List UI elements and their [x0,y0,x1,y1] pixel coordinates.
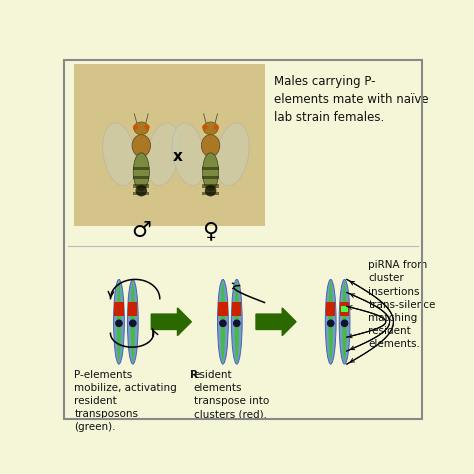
Ellipse shape [325,279,336,364]
Bar [232,302,241,316]
Ellipse shape [136,185,147,196]
Ellipse shape [328,282,333,362]
Ellipse shape [130,282,135,362]
Text: esident
elements
transpose into
clusters (red).: esident elements transpose into clusters… [194,370,269,419]
Ellipse shape [114,279,124,364]
Ellipse shape [128,279,138,364]
Ellipse shape [202,153,219,191]
Ellipse shape [342,282,347,362]
Ellipse shape [133,125,138,130]
Ellipse shape [341,319,348,327]
Bar [341,306,347,312]
Bar [219,302,228,316]
Ellipse shape [103,123,136,186]
Bar [133,176,149,179]
Polygon shape [151,308,191,336]
Ellipse shape [218,279,228,364]
Ellipse shape [134,122,149,135]
Text: x: x [173,149,182,164]
Ellipse shape [133,153,149,191]
Text: P-elements
mobilize, activating
resident
transposons
(green).: P-elements mobilize, activating resident… [74,370,177,432]
Bar [133,184,149,188]
Ellipse shape [205,185,216,196]
Ellipse shape [220,282,225,362]
Ellipse shape [203,122,218,135]
Text: piRNA from
cluster
insertions
trans-silence
matching
resident
elements.: piRNA from cluster insertions trans-sile… [368,260,436,349]
Bar [326,302,335,316]
Bar [202,176,219,179]
Ellipse shape [201,135,220,156]
Ellipse shape [231,279,242,364]
Ellipse shape [216,123,249,186]
Ellipse shape [214,125,219,130]
Text: ♀: ♀ [202,221,219,241]
Ellipse shape [172,123,205,186]
Bar [114,302,124,316]
Ellipse shape [117,282,121,362]
Ellipse shape [235,282,239,362]
Text: ♂: ♂ [131,221,151,241]
Polygon shape [256,308,296,336]
Text: Males carrying P-
elements mate with naïve
lab strain females.: Males carrying P- elements mate with naï… [274,75,429,124]
Bar [202,192,219,195]
Bar [128,302,137,316]
Ellipse shape [202,125,208,130]
Bar [202,167,219,171]
Ellipse shape [129,319,137,327]
Ellipse shape [219,319,227,327]
Ellipse shape [327,319,335,327]
Ellipse shape [115,319,123,327]
Text: R: R [190,370,198,380]
Bar [133,192,149,195]
Ellipse shape [145,125,150,130]
Ellipse shape [339,279,350,364]
Ellipse shape [233,319,241,327]
Bar [74,64,265,226]
Bar [202,184,219,188]
Ellipse shape [146,123,180,186]
Bar [340,302,349,316]
Ellipse shape [132,135,151,156]
Bar [133,167,149,171]
